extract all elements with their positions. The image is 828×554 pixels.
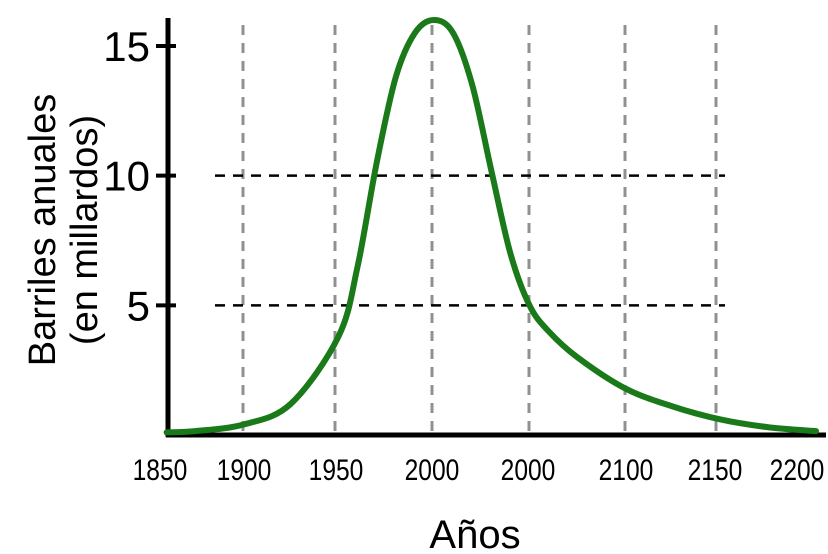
data-point xyxy=(414,32,415,33)
x-tick-label: 2150 xyxy=(688,453,743,487)
y-axis-title-line1: Barriles anuales xyxy=(22,94,64,366)
data-point xyxy=(195,431,196,432)
data-point xyxy=(243,424,244,425)
data-point xyxy=(395,77,396,78)
data-point xyxy=(720,419,721,420)
y-axis-title-line2: (en millardos) xyxy=(64,115,106,345)
data-point xyxy=(376,162,377,163)
data-point xyxy=(625,388,626,389)
x-tick-label: 1850 xyxy=(133,453,188,487)
x-tick-label: 2000 xyxy=(405,453,460,487)
data-point xyxy=(768,427,769,428)
data-point xyxy=(577,357,578,358)
x-tick-label: 1900 xyxy=(217,453,272,487)
data-point xyxy=(816,431,817,432)
data-point xyxy=(290,403,291,404)
y-tick-label: 5 xyxy=(127,282,150,329)
data-point xyxy=(434,20,435,21)
x-tick-label: 1950 xyxy=(309,453,364,487)
data-point xyxy=(529,305,530,306)
data-point xyxy=(357,266,358,267)
data-line xyxy=(163,17,819,436)
y-axis-title: Barriles anuales (en millardos) xyxy=(22,94,106,366)
y-tick-label: 15 xyxy=(103,23,150,70)
x-tick-label: 2200 xyxy=(770,453,825,487)
y-tick-label: 10 xyxy=(103,153,150,200)
data-point xyxy=(510,253,511,254)
data-point xyxy=(166,432,167,433)
data-point xyxy=(453,32,454,33)
data-point xyxy=(672,406,673,407)
x-tick-label: 2100 xyxy=(599,453,654,487)
data-point xyxy=(491,170,492,171)
x-axis-title: Años xyxy=(429,513,520,554)
data-point xyxy=(472,84,473,85)
data-point xyxy=(548,331,549,332)
x-tick-label: 2000 xyxy=(501,453,556,487)
data-point xyxy=(338,336,339,337)
